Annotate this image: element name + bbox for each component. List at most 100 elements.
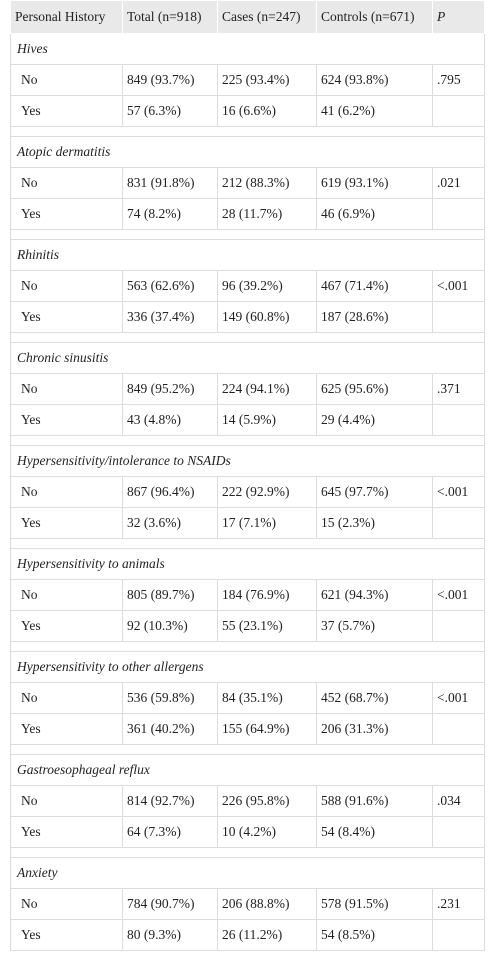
column-header: Controls (n=671) bbox=[316, 0, 433, 34]
cell: 187 (28.6%) bbox=[316, 301, 433, 333]
cell: 849 (93.7%) bbox=[122, 64, 218, 96]
row-label: Yes bbox=[10, 919, 123, 951]
spacer bbox=[10, 229, 485, 240]
group-title: Hypersensitivity to animals bbox=[10, 548, 485, 580]
cell: 28 (11.7%) bbox=[217, 198, 317, 230]
cell-empty bbox=[432, 816, 485, 848]
cell-empty bbox=[432, 95, 485, 127]
cell: 588 (91.6%) bbox=[316, 785, 433, 817]
cell-empty bbox=[432, 301, 485, 333]
spacer bbox=[10, 744, 485, 755]
row-label: No bbox=[10, 167, 123, 199]
cell: 84 (35.1%) bbox=[217, 682, 317, 714]
p-value: <.001 bbox=[432, 270, 485, 302]
cell: 206 (88.8%) bbox=[217, 888, 317, 920]
spacer-row bbox=[10, 847, 485, 858]
cell: 46 (6.9%) bbox=[316, 198, 433, 230]
data-row: Yes 80 (9.3%) 26 (11.2%) 54 (8.5%) bbox=[10, 919, 485, 951]
spacer bbox=[10, 847, 485, 858]
row-label: Yes bbox=[10, 198, 123, 230]
group-title: Hives bbox=[10, 33, 485, 65]
row-label: No bbox=[10, 64, 123, 96]
data-row: Yes 92 (10.3%) 55 (23.1%) 37 (5.7%) bbox=[10, 610, 485, 642]
data-row: Yes 361 (40.2%) 155 (64.9%) 206 (31.3%) bbox=[10, 713, 485, 745]
cell: 336 (37.4%) bbox=[122, 301, 218, 333]
row-label: No bbox=[10, 682, 123, 714]
group-title: Anxiety bbox=[10, 857, 485, 889]
spacer-row bbox=[10, 126, 485, 137]
cell: 867 (96.4%) bbox=[122, 476, 218, 508]
cell: 32 (3.6%) bbox=[122, 507, 218, 539]
group-title: Atopic dermatitis bbox=[10, 136, 485, 168]
row-label: No bbox=[10, 888, 123, 920]
p-value: <.001 bbox=[432, 476, 485, 508]
cell-empty bbox=[432, 198, 485, 230]
spacer-row bbox=[10, 332, 485, 343]
data-row: No 805 (89.7%) 184 (76.9%) 621 (94.3%) <.001 bbox=[10, 579, 485, 611]
spacer bbox=[10, 332, 485, 343]
data-row: Yes 64 (7.3%) 10 (4.2%) 54 (8.4%) bbox=[10, 816, 485, 848]
spacer-row bbox=[10, 641, 485, 652]
cell: 849 (95.2%) bbox=[122, 373, 218, 405]
data-row: No 814 (92.7%) 226 (95.8%) 588 (91.6%) .034 bbox=[10, 785, 485, 817]
data-row: Yes 57 (6.3%) 16 (6.6%) 41 (6.2%) bbox=[10, 95, 485, 127]
cell: 184 (76.9%) bbox=[217, 579, 317, 611]
p-value: <.001 bbox=[432, 579, 485, 611]
spacer bbox=[10, 435, 485, 446]
group-title-row: Hypersensitivity to other allergens bbox=[10, 651, 485, 683]
row-label: No bbox=[10, 579, 123, 611]
group-title-row: Atopic dermatitis bbox=[10, 136, 485, 168]
group-title-row: Chronic sinusitis bbox=[10, 342, 485, 374]
row-label: Yes bbox=[10, 95, 123, 127]
p-value: .034 bbox=[432, 785, 485, 817]
row-label: No bbox=[10, 373, 123, 405]
group-title-row: Hypersensitivity/intolerance to NSAIDs bbox=[10, 445, 485, 477]
cell: 206 (31.3%) bbox=[316, 713, 433, 745]
data-row: No 563 (62.6%) 96 (39.2%) 467 (71.4%) <.001 bbox=[10, 270, 485, 302]
data-row: Yes 74 (8.2%) 28 (11.7%) 46 (6.9%) bbox=[10, 198, 485, 230]
cell: 645 (97.7%) bbox=[316, 476, 433, 508]
cell: 41 (6.2%) bbox=[316, 95, 433, 127]
cell-empty bbox=[432, 507, 485, 539]
p-value: .231 bbox=[432, 888, 485, 920]
group-title: Rhinitis bbox=[10, 239, 485, 271]
cell: 155 (64.9%) bbox=[217, 713, 317, 745]
spacer-row bbox=[10, 744, 485, 755]
cell: 55 (23.1%) bbox=[217, 610, 317, 642]
spacer-row bbox=[10, 435, 485, 446]
cell-empty bbox=[432, 713, 485, 745]
cell: 15 (2.3%) bbox=[316, 507, 433, 539]
data-row: No 784 (90.7%) 206 (88.8%) 578 (91.5%) .231 bbox=[10, 888, 485, 920]
header-row: Personal History Total (n=918) Cases (n=24… bbox=[10, 0, 485, 34]
data-row: Yes 336 (37.4%) 149 (60.8%) 187 (28.6%) bbox=[10, 301, 485, 333]
cell: 14 (5.9%) bbox=[217, 404, 317, 436]
cell: 226 (95.8%) bbox=[217, 785, 317, 817]
row-label: No bbox=[10, 476, 123, 508]
cell: 619 (93.1%) bbox=[316, 167, 433, 199]
cell: 10 (4.2%) bbox=[217, 816, 317, 848]
data-row: Yes 43 (4.8%) 14 (5.9%) 29 (4.4%) bbox=[10, 404, 485, 436]
spacer bbox=[10, 126, 485, 137]
cell: 831 (91.8%) bbox=[122, 167, 218, 199]
row-label: No bbox=[10, 270, 123, 302]
spacer bbox=[10, 538, 485, 549]
data-row: No 849 (95.2%) 224 (94.1%) 625 (95.6%) .371 bbox=[10, 373, 485, 405]
group-title-row: Anxiety bbox=[10, 857, 485, 889]
spacer bbox=[10, 641, 485, 652]
column-header: P bbox=[432, 0, 485, 34]
cell-empty bbox=[432, 919, 485, 951]
group-title: Hypersensitivity to other allergens bbox=[10, 651, 485, 683]
column-header: Cases (n=247) bbox=[217, 0, 317, 34]
cell: 625 (95.6%) bbox=[316, 373, 433, 405]
group-title-row: Hives bbox=[10, 33, 485, 65]
cell: 563 (62.6%) bbox=[122, 270, 218, 302]
group-title-row: Rhinitis bbox=[10, 239, 485, 271]
p-value: .371 bbox=[432, 373, 485, 405]
cell: 96 (39.2%) bbox=[217, 270, 317, 302]
group-title: Chronic sinusitis bbox=[10, 342, 485, 374]
column-header: Total (n=918) bbox=[122, 0, 218, 34]
cell: 64 (7.3%) bbox=[122, 816, 218, 848]
p-value: .795 bbox=[432, 64, 485, 96]
data-row: No 867 (96.4%) 222 (92.9%) 645 (97.7%) <.001 bbox=[10, 476, 485, 508]
row-label: Yes bbox=[10, 301, 123, 333]
